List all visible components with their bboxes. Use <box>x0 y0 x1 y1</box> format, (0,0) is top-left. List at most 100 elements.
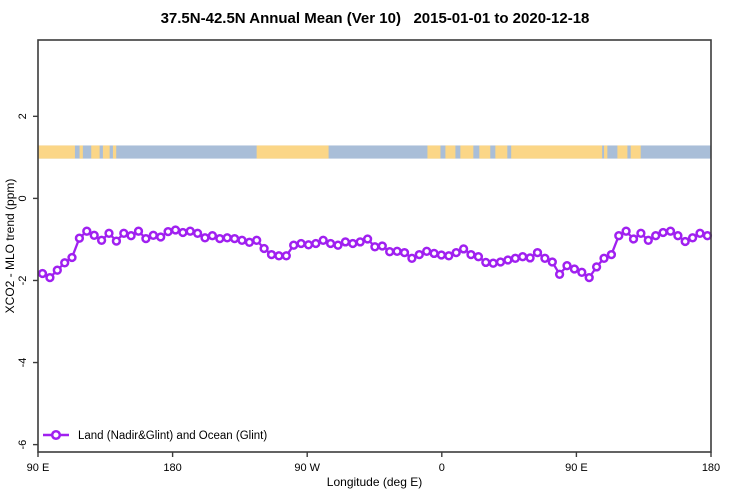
data-point <box>495 257 506 267</box>
data-point <box>207 231 218 241</box>
map-strip-land-segment <box>617 145 628 159</box>
y-tick-label: 0 <box>17 195 29 201</box>
x-axis-title: Longitude (deg E) <box>327 475 422 489</box>
data-point <box>562 261 572 271</box>
data-point <box>229 233 240 244</box>
data-point <box>636 228 646 238</box>
data-point <box>303 240 314 250</box>
map-strip-land-segment <box>427 145 441 159</box>
map-strip-land-segment <box>79 145 83 159</box>
data-point <box>104 228 114 238</box>
data-point <box>436 250 447 260</box>
data-point <box>222 233 232 243</box>
y-tick-label: -6 <box>17 440 29 450</box>
data-point <box>392 246 402 256</box>
data-point <box>156 232 166 242</box>
map-strip-land-segment <box>91 145 100 159</box>
data-point <box>687 233 698 243</box>
data-point <box>362 234 373 244</box>
y-tick-label: -4 <box>17 358 29 368</box>
data-point <box>643 235 653 245</box>
data-point <box>407 253 417 263</box>
data-point <box>547 257 557 267</box>
data-point <box>333 240 343 250</box>
map-strip-land-segment <box>445 145 456 159</box>
data-point <box>532 247 543 258</box>
map-strip-land-segment <box>511 145 603 159</box>
plot-frame <box>37 39 712 453</box>
data-point <box>200 233 210 243</box>
data-point <box>74 233 85 243</box>
data-point <box>67 252 77 263</box>
data-point <box>680 236 690 247</box>
data-point <box>554 269 565 279</box>
legend-label: Land (Nadir&Glint) and Ocean (Glint) <box>78 430 267 442</box>
data-point <box>377 241 387 251</box>
data-point <box>52 265 62 275</box>
data-point <box>119 228 129 238</box>
data-point <box>444 251 454 261</box>
data-point <box>133 226 144 236</box>
x-tick-label: 90 W <box>294 462 320 474</box>
data-point <box>259 243 269 254</box>
data-point <box>451 247 461 258</box>
data-point <box>540 253 550 263</box>
data-point <box>466 249 476 260</box>
data-point <box>569 264 580 274</box>
data-point <box>192 228 203 238</box>
data-point <box>311 238 321 249</box>
x-tick-label: 180 <box>163 462 181 474</box>
data-point <box>45 272 55 283</box>
data-point <box>503 255 513 265</box>
data-point <box>37 268 48 279</box>
data-point <box>148 230 158 240</box>
data-point <box>525 253 535 263</box>
x-tick-label: 0 <box>439 462 445 474</box>
data-point <box>673 231 683 241</box>
data-point <box>82 226 92 236</box>
data-point <box>163 226 173 237</box>
y-tick-label: -2 <box>17 276 29 286</box>
map-strip-ocean <box>38 145 711 159</box>
y-axis-title: XCO2 - MLO trend (ppm) <box>3 179 17 314</box>
map-strip-land-segment <box>102 145 110 159</box>
data-point <box>429 248 439 259</box>
data-point <box>274 251 284 261</box>
data-point <box>60 258 70 268</box>
data-point <box>488 258 498 268</box>
data-point <box>281 251 291 261</box>
data-point <box>170 225 181 235</box>
data-point <box>244 237 255 247</box>
data-point <box>584 272 594 283</box>
data-point <box>370 242 380 252</box>
map-strip-land-segment <box>112 145 117 159</box>
data-point <box>628 234 639 244</box>
data-point <box>518 252 528 262</box>
data-point <box>414 249 424 260</box>
data-point <box>252 235 262 245</box>
data-point <box>473 252 484 262</box>
data-point <box>96 235 107 245</box>
data-point <box>481 257 491 268</box>
data-point <box>178 227 188 238</box>
x-tick-label: 180 <box>702 462 720 474</box>
map-strip-land-segment <box>479 145 491 159</box>
data-point <box>695 228 705 238</box>
data-point <box>651 231 661 241</box>
y-tick-label: 2 <box>17 113 29 119</box>
data-point <box>702 231 713 241</box>
map-strip-land-segment <box>630 145 641 159</box>
data-point <box>422 246 432 256</box>
data-point <box>599 253 609 263</box>
x-tick-label: 90 E <box>565 462 588 474</box>
data-point <box>340 237 351 247</box>
data-point <box>266 249 277 260</box>
data-point <box>237 235 247 245</box>
data-point <box>665 226 676 236</box>
map-strip-land-segment <box>604 145 608 159</box>
data-point <box>510 253 520 263</box>
data-point <box>185 226 195 236</box>
data-point <box>606 249 617 260</box>
